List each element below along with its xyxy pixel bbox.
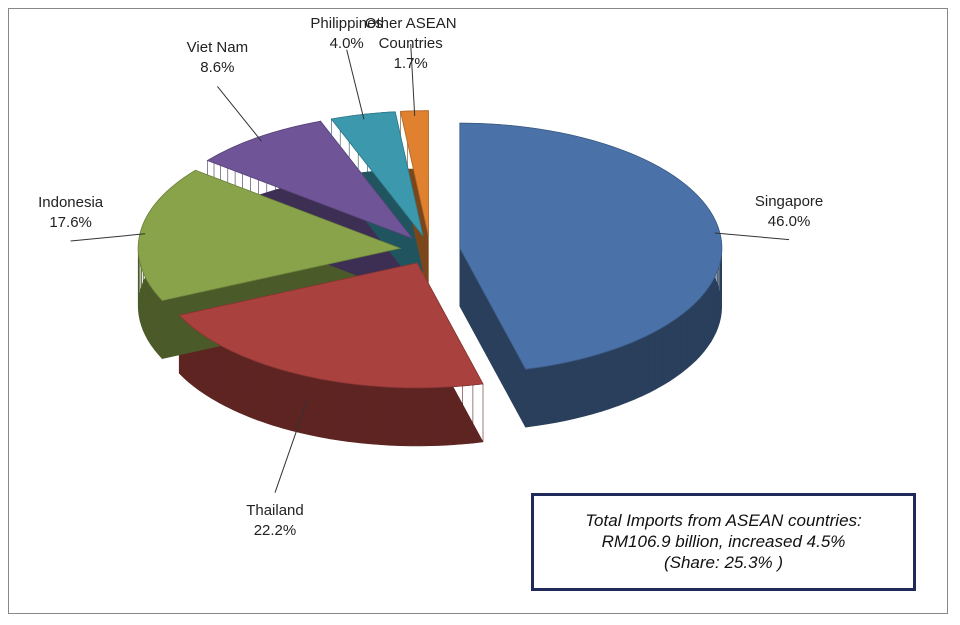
slice-label: Singapore 46.0% [729, 192, 849, 232]
leader-line [217, 86, 262, 142]
category-label: Indonesia [38, 193, 104, 211]
category-label: Other ASEAN Countries [364, 15, 457, 52]
leader-line [346, 49, 365, 120]
annotation-box: Total Imports from ASEAN countries: RM10… [531, 493, 916, 591]
leader-line [714, 232, 790, 241]
value-label: 8.6% [200, 59, 235, 77]
slice [137, 169, 402, 302]
slice-label: Indonesia 17.6% [11, 193, 131, 233]
category-label: Thailand [246, 501, 304, 519]
value-label: 1.7% [393, 55, 428, 72]
slice-label: Thailand 22.2% [215, 501, 335, 541]
value-label: 4.0% [329, 35, 364, 52]
slice-label: Other ASEAN Countries 1.7% [351, 14, 471, 74]
value-label: 46.0% [767, 212, 811, 230]
leader-line [410, 43, 416, 116]
slice-label: Viet Nam 8.6% [157, 38, 277, 78]
value-label: 17.6% [49, 213, 92, 231]
annotation-line: (Share: 25.3% ) [663, 553, 784, 572]
category-label: Viet Nam [186, 39, 249, 57]
slice [178, 262, 484, 389]
annotation-line: Total Imports from ASEAN countries: [585, 511, 862, 530]
category-label: Singapore [754, 192, 824, 210]
slice-label: Philippines 4.0% [287, 14, 407, 54]
slice [459, 122, 723, 370]
value-label: 22.2% [253, 521, 297, 539]
category-label: Philippines [310, 15, 383, 32]
leader-line [70, 233, 146, 242]
chart-frame [8, 8, 948, 614]
leader-line [274, 400, 308, 493]
annotation-line: RM106.9 billion, increased 4.5% [601, 532, 846, 551]
